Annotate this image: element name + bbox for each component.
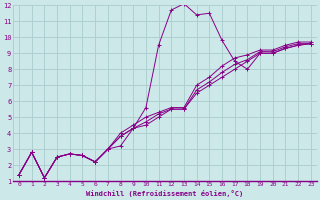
X-axis label: Windchill (Refroidissement éolien,°C): Windchill (Refroidissement éolien,°C) xyxy=(86,190,244,197)
